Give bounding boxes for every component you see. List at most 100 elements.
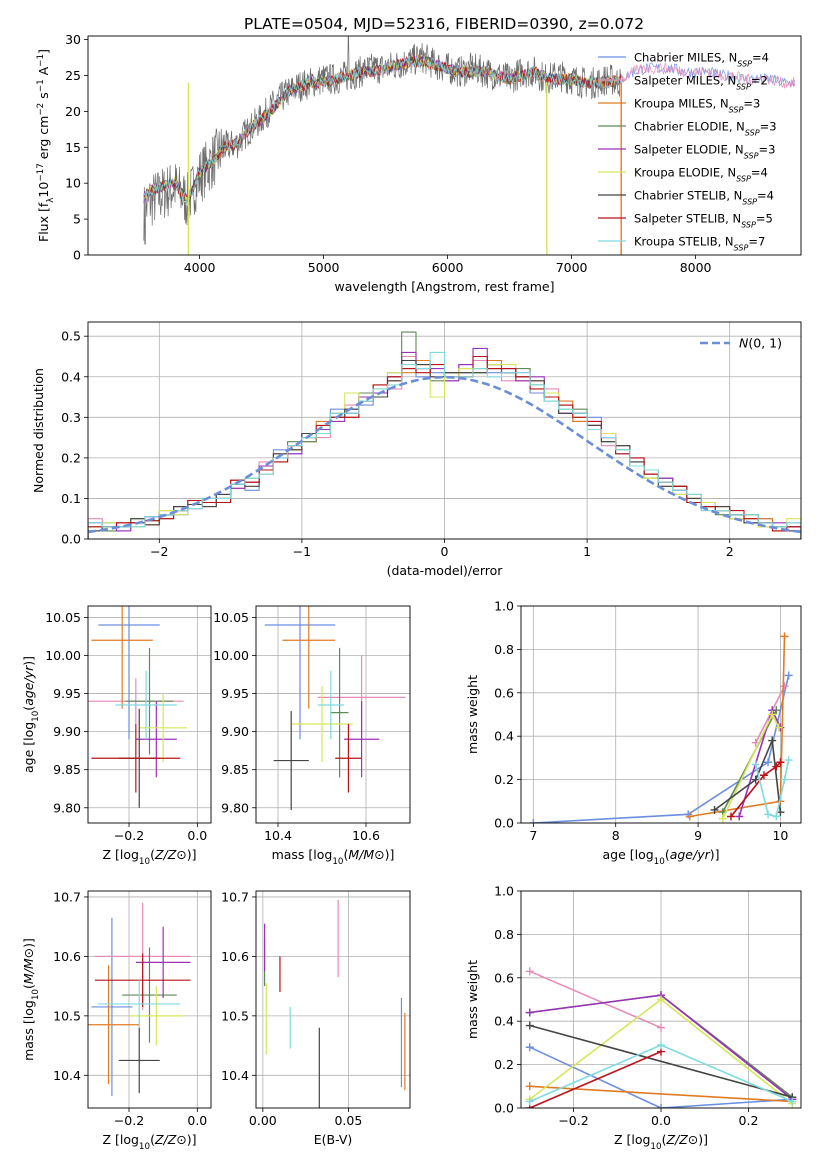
x-axis-label: Z [log10(Z/Z⊙)] [102,1132,196,1152]
weight-marker [780,775,789,784]
x-tick-label: 8 [612,828,620,843]
y-tick-label: 0.0 [494,1101,514,1116]
x-tick-label: 0.0 [187,1113,207,1128]
ticks: −0.2 0.0 0.2 0.0 0.2 0.4 0.6 0.8 1.0 [494,884,758,1129]
x-tick-label: 0 [441,544,449,559]
weight-marker [764,758,773,767]
weight-marker [657,1023,665,1032]
panel-spectrum: 4000 5000 6000 7000 8000 0 5 10 15 20 25 30 waveleng… [36,32,802,294]
errorbar-kroupa-miles [282,606,336,709]
ticks: 4000 5000 6000 7000 8000 0 5 10 15 20 25 30 [65,32,711,275]
y-tick-label: 10.5 [221,1008,249,1023]
panel-mass-weight-vs-metallicity: −0.2 0.0 0.2 0.0 0.2 0.4 0.6 0.8 1.0 Z [log10(Z/Z… [465,884,802,1152]
legend-label: Chabrier MILES, NSSP=4 [634,51,769,69]
weight-marker [751,775,760,784]
panel-residual-histogram: −2 −1 0 1 2 0.0 0.1 0.2 0.3 0.4 0.5 (data-model)/er… [31,321,802,578]
y-tick-label: 0.1 [61,491,81,506]
y-tick-label: 9.80 [53,800,81,815]
weight-line-salpeter-stelib [727,758,785,821]
weight-marker [657,995,665,1004]
errorbar-salpeter-elodie [135,701,177,778]
weight-marker [727,812,735,821]
weight-marker [788,1097,797,1106]
weight-marker [525,1008,534,1017]
legend-label: Kroupa MILES, NSSP=3 [634,97,760,115]
x-tick-label: 0.0 [651,1113,671,1128]
y-tick-label: 0.4 [494,1014,514,1029]
weight-marker [759,771,768,780]
gridlines [256,891,410,1108]
y-tick-label: 20 [65,104,81,119]
axes-frame [87,890,212,1109]
y-tick-label: 0.2 [61,450,81,465]
x-tick-label: 0.2 [739,1113,759,1128]
plot-area [529,632,793,823]
plot-area [264,606,406,811]
weight-marker [525,967,534,976]
panel-age-vs-metallicity: −0.2 0.0 9.80 9.85 9.90 9.95 10.00 10.05 Z [log1… [21,605,212,867]
legend-label: N(0, 1) [739,336,782,351]
legend-label: Chabrier ELODIE, NSSP=3 [634,120,777,138]
y-tick-label: 9.95 [221,686,249,701]
weight-marker [768,710,777,719]
y-tick-label: 1.0 [494,884,514,899]
y-tick-label: 10.4 [53,1068,81,1083]
x-axis-label: Z [log10(Z/Z⊙)] [102,847,196,867]
weight-marker [718,814,727,823]
errorbar-kroupa-miles [88,965,140,1085]
weight-line-kroupa-elodie [718,710,783,823]
weight-marker [525,1043,534,1052]
y-tick-label: 1.0 [494,599,514,614]
weight-marker [525,1021,534,1030]
panels: 4000 5000 6000 7000 8000051015202530waveleng… [21,32,802,1152]
axes-frame [87,605,212,824]
weight-line-salpeter-miles [525,967,665,1032]
x-axis-label: age [log10(age/yr)] [602,847,719,867]
y-tick-label: 10.5 [53,1008,81,1023]
x-tick-label: 7 [529,828,537,843]
y-tick-label: 0.6 [494,970,514,985]
ticks: 7 8 9 10 0.0 0.2 0.4 0.6 0.8 1.0 [494,599,788,844]
weight-line-chabrier-stelib [525,1021,797,1102]
weight-marker [784,671,793,680]
legend-label: Kroupa STELIB, NSSP=7 [634,235,765,253]
weight-marker [776,758,785,767]
x-tick-label: 10.6 [352,828,380,843]
y-tick-label: 10.00 [45,648,81,663]
y-tick-label: 10.6 [221,949,249,964]
axes-frame [87,35,802,256]
model-line-kroupa-stelib [143,55,622,205]
weight-line-kroupa-stelib [751,756,793,821]
y-tick-label: 0.3 [61,410,81,425]
y-tick-label: 0.4 [494,729,514,744]
ticks: −2 −1 0 1 2 0.0 0.1 0.2 0.3 0.4 0.5 [61,329,734,559]
weight-line [529,970,662,1029]
x-axis-label: mass [log10(M/M⊙)] [272,847,395,867]
y-tick-label: 10.00 [213,648,249,663]
weight-line-salpeter-elodie [735,706,785,821]
errorbar-kroupa-elodie [291,685,353,763]
y-tick-label: 10.05 [45,610,81,625]
errorbar-chabrier-miles [264,606,336,740]
errorbar-chabrier-elodie [122,947,177,1043]
y-tick-label: 0.4 [61,369,81,384]
weight-marker [657,1041,665,1050]
y-tick-label: 0.0 [494,816,514,831]
x-tick-label: −0.2 [114,1113,144,1128]
axes-frame [520,605,802,824]
weight-marker [764,810,773,819]
y-tick-label: 15 [65,140,81,155]
weight-marker [780,632,789,641]
y-axis-label: mass weight [465,960,480,1039]
y-tick-label: 10.7 [221,889,249,904]
x-tick-label: 7000 [556,260,588,275]
errorbar-salpeter-stelib [91,724,181,793]
x-tick-label: 10 [772,828,788,843]
x-tick-label: −0.2 [114,828,144,843]
weight-line-chabrier-miles [529,671,793,823]
legend-label: Chabrier STELIB, NSSP=4 [634,189,774,207]
ticks: 10.4 10.6 9.80 9.85 9.90 9.95 10.00 10.05 [213,610,380,843]
y-tick-label: 0.8 [494,927,514,942]
y-tick-label: 10.05 [213,610,249,625]
